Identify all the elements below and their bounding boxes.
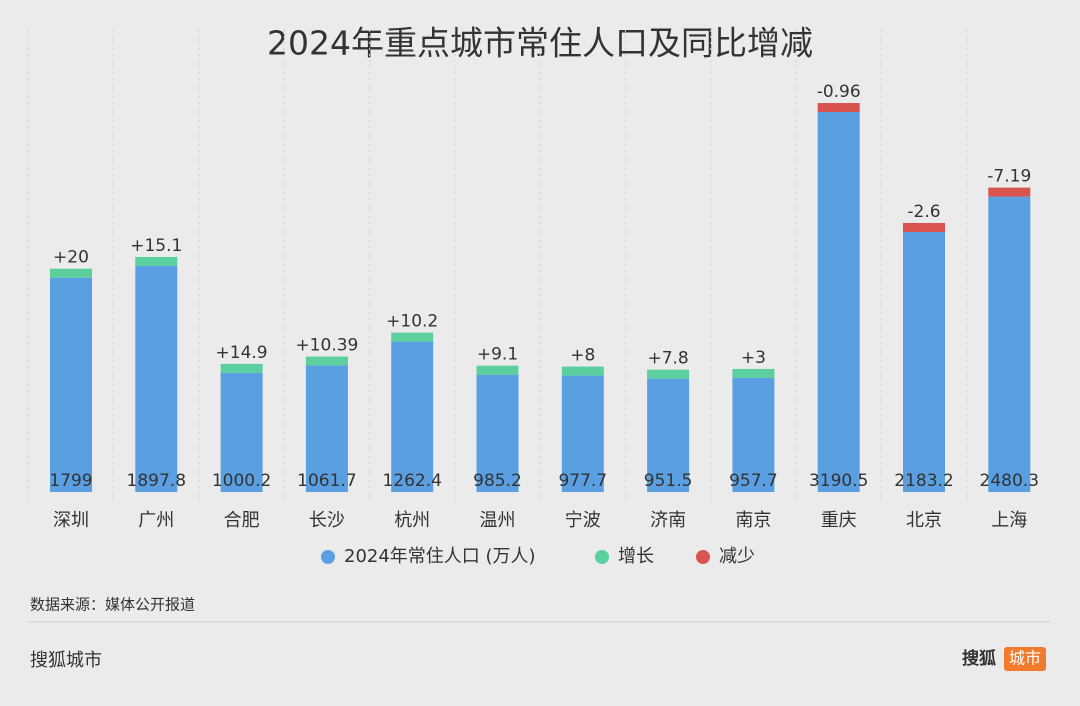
badge [1004,647,1046,671]
change-segment [732,368,775,378]
x-tick-label: 宁波 [565,510,601,531]
x-tick-label: 重庆 [821,510,857,531]
change-label: +15.1 [130,236,182,256]
change-segment [305,356,348,366]
change-label: +9.1 [477,345,518,365]
bar [647,378,690,492]
legend-label: 增长 [618,546,654,567]
bar [988,196,1031,492]
value-label: 957.7 [729,471,778,491]
change-label: -0.96 [817,82,861,102]
x-tick-label: 广州 [138,510,174,531]
bar [732,377,775,492]
bar [220,372,263,492]
x-tick-label: 温州 [480,510,516,531]
bar [817,112,860,492]
change-segment [561,366,604,376]
change-segment [817,103,860,112]
legend-marker [595,550,609,564]
x-tick-label: 上海 [991,510,1027,531]
bar [903,231,945,493]
change-label: +10.2 [386,312,438,332]
bar [50,277,92,492]
value-label: 977.7 [558,471,607,491]
bar [135,265,178,492]
x-tick-label: 杭州 [394,510,430,531]
value-label: 1799 [49,471,92,491]
change-label: +14.9 [216,343,268,363]
source: 数据来源：媒体公开报道 [30,596,195,614]
footer-left: 搜狐城市 [30,650,102,671]
value-label: 1061.7 [297,471,356,491]
change-label: -2.6 [907,202,940,222]
change-segment [220,363,263,373]
legend-label: 减少 [719,546,755,567]
change-label: +8 [570,346,595,366]
x-tick-label: 深圳 [53,510,89,531]
value-label: 1897.8 [127,471,186,491]
x-tick-label: 北京 [906,510,942,531]
change-segment [135,256,178,266]
bar [305,365,348,492]
change-label: +3 [741,348,766,368]
change-segment [903,222,945,232]
footer-right: 搜狐 [962,648,996,669]
change-segment [988,187,1031,197]
change-label: -7.19 [987,167,1031,187]
change-label: +10.39 [295,336,358,356]
change-label: +20 [53,248,89,268]
bar [561,375,604,492]
bar [476,374,519,492]
legend-marker [321,550,335,564]
x-tick-label: 合肥 [224,510,260,531]
value-label: 951.5 [644,471,693,491]
change-segment [50,268,92,278]
x-tick-label: 南京 [735,510,771,531]
bar [391,341,434,492]
value-label: 2183.2 [894,471,953,491]
legend-label: 2024年常住人口 (万人) [344,546,536,567]
change-segment [391,332,434,342]
value-label: 2480.3 [980,471,1039,491]
x-tick-label: 长沙 [309,510,345,531]
change-label: +7.8 [647,349,688,369]
change-segment [647,369,690,379]
x-tick-label: 济南 [650,510,686,531]
change-segment [476,365,519,375]
value-label: 1000.2 [212,471,271,491]
badge-text: 城市 [1009,649,1041,668]
value-label: 985.2 [473,471,522,491]
value-label: 3190.5 [809,471,868,491]
value-label: 1262.4 [382,471,441,491]
legend-marker [696,550,710,564]
